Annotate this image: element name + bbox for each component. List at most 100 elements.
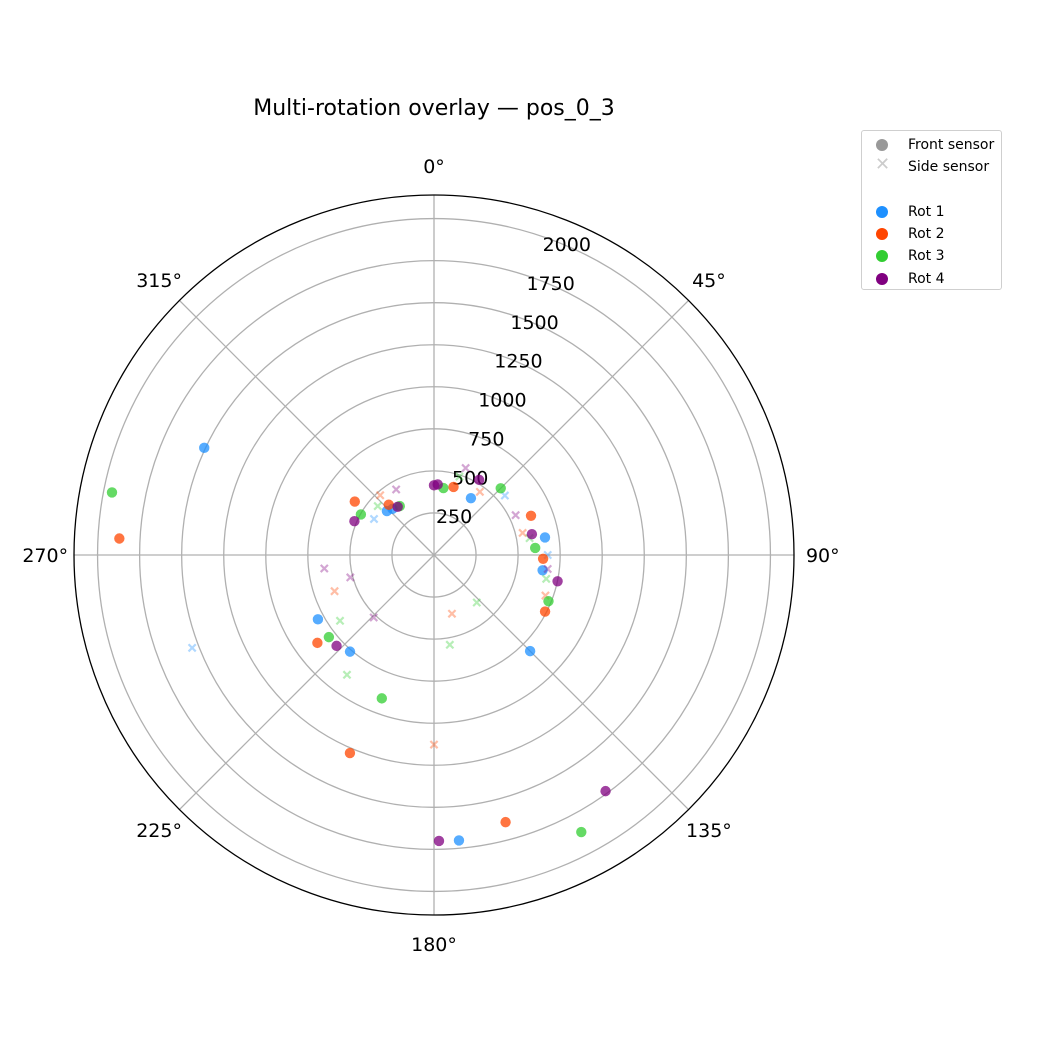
legend-item-rot-4: Rot 4 bbox=[862, 269, 945, 289]
x-marker-icon: ✕ bbox=[875, 154, 891, 175]
data-points bbox=[106, 442, 611, 847]
circle-marker-icon bbox=[876, 250, 888, 262]
front-sensor-point-rot-4 bbox=[600, 785, 611, 797]
legend-item-rot-3: Rot 3 bbox=[862, 246, 945, 266]
circle-marker-icon bbox=[876, 228, 888, 240]
r-tick-label: 1500 bbox=[510, 312, 558, 334]
front-sensor-point-rot-1 bbox=[539, 532, 551, 543]
theta-tick-label: 180° bbox=[411, 934, 457, 956]
side-sensor-point-rot-3 bbox=[335, 616, 345, 626]
circle-marker-icon bbox=[876, 139, 888, 151]
side-sensor-point-rot-3 bbox=[455, 472, 464, 481]
theta-gridline-135 bbox=[433, 554, 690, 811]
legend-label: Rot 4 bbox=[908, 271, 945, 287]
r-tick-label: 2000 bbox=[543, 234, 591, 256]
legend-item-rot-2: Rot 2 bbox=[862, 224, 945, 244]
side-sensor-point-rot-2 bbox=[429, 740, 439, 749]
front-sensor-point-rot-1 bbox=[344, 646, 356, 657]
front-sensor-point-rot-2 bbox=[312, 637, 323, 649]
front-sensor-point-rot-3 bbox=[355, 509, 367, 520]
legend-label: Side sensor bbox=[908, 159, 990, 175]
chart-title: Multi-rotation overlay — pos_0_3 bbox=[253, 96, 615, 121]
front-sensor-point-rot-4 bbox=[473, 474, 485, 486]
front-sensor-point-rot-1 bbox=[453, 835, 465, 846]
r-tick-label: 750 bbox=[468, 428, 504, 450]
front-sensor-point-rot-2 bbox=[525, 510, 537, 522]
polar-grid bbox=[73, 194, 795, 916]
legend-label: Front sensor bbox=[908, 137, 995, 153]
theta-tick-label: 315° bbox=[136, 270, 182, 292]
front-sensor-point-rot-4 bbox=[349, 516, 360, 527]
side-sensor-point-rot-4 bbox=[543, 564, 553, 574]
theta-tick-label: 0° bbox=[423, 156, 445, 178]
front-sensor-point-rot-1 bbox=[312, 614, 324, 625]
front-sensor-point-rot-2 bbox=[500, 816, 511, 828]
front-sensor-point-rot-2 bbox=[539, 606, 551, 617]
front-sensor-point-rot-3 bbox=[376, 693, 388, 704]
legend: Front sensor ✕ Side sensor Rot 1 Rot 2 R… bbox=[861, 130, 1002, 290]
front-sensor-point-rot-2 bbox=[349, 496, 360, 507]
side-sensor-point-rot-3 bbox=[342, 670, 352, 680]
front-sensor-point-rot-2 bbox=[448, 481, 459, 493]
legend-item-rot-1: Rot 1 bbox=[862, 202, 945, 222]
front-sensor-point-rot-4 bbox=[392, 501, 403, 512]
theta-tick-label: 45° bbox=[692, 270, 726, 292]
side-sensor-point-rot-4 bbox=[511, 510, 521, 520]
side-sensor-point-rot-4 bbox=[391, 485, 401, 494]
theta-tick-label: 135° bbox=[686, 820, 732, 842]
theta-tick-label: 270° bbox=[22, 545, 68, 567]
side-sensor-point-rot-4 bbox=[369, 613, 379, 622]
front-sensor-point-rot-4 bbox=[552, 576, 563, 587]
legend-item-front-sensor: Front sensor bbox=[862, 135, 994, 155]
legend-label: Rot 3 bbox=[908, 248, 945, 264]
theta-gridline-225 bbox=[178, 554, 435, 811]
side-sensor-point-rot-3 bbox=[541, 574, 551, 584]
front-sensor-point-rot-2 bbox=[537, 553, 549, 565]
r-tick-label: 250 bbox=[436, 506, 472, 528]
front-sensor-point-rot-1 bbox=[199, 442, 210, 454]
front-sensor-point-rot-3 bbox=[495, 483, 506, 494]
front-sensor-point-rot-3 bbox=[323, 631, 335, 643]
side-sensor-point-rot-2 bbox=[518, 528, 528, 538]
side-sensor-point-rot-2 bbox=[447, 609, 457, 619]
r-tick-label: 1750 bbox=[526, 273, 574, 295]
front-sensor-point-rot-3 bbox=[529, 542, 541, 554]
side-sensor-point-rot-3 bbox=[373, 501, 383, 511]
front-sensor-point-rot-4 bbox=[331, 640, 342, 652]
front-sensor-point-rot-1 bbox=[524, 645, 536, 657]
theta-tick-labels: 0° 45° 90° 135° 180° 225° 270° 315° bbox=[22, 156, 839, 956]
theta-gridline-45 bbox=[433, 299, 690, 556]
front-sensor-point-rot-3 bbox=[106, 487, 118, 498]
side-sensor-point-rot-2 bbox=[375, 490, 385, 500]
front-sensor-point-rot-4 bbox=[433, 835, 445, 847]
side-sensor-point-rot-3 bbox=[445, 640, 455, 650]
front-sensor-point-rot-2 bbox=[383, 499, 394, 510]
legend-label: Rot 1 bbox=[908, 204, 945, 220]
front-sensor-point-rot-4 bbox=[526, 528, 538, 540]
legend-label: Rot 2 bbox=[908, 226, 945, 242]
theta-tick-label: 225° bbox=[136, 820, 182, 842]
theta-gridline-315 bbox=[178, 299, 435, 556]
legend-item-side-sensor: ✕ Side sensor bbox=[862, 154, 990, 177]
front-sensor-point-rot-4 bbox=[432, 479, 443, 490]
front-sensor-point-rot-2 bbox=[114, 533, 125, 544]
side-sensor-point-rot-1 bbox=[187, 643, 197, 653]
polar-frame bbox=[73, 194, 795, 916]
circle-marker-icon bbox=[876, 273, 888, 285]
side-sensor-point-rot-3 bbox=[472, 598, 482, 607]
front-sensor-point-rot-2 bbox=[344, 747, 356, 759]
side-sensor-point-rot-1 bbox=[369, 514, 379, 524]
side-sensor-point-rot-4 bbox=[461, 463, 471, 473]
front-sensor-point-rot-3 bbox=[576, 826, 587, 838]
front-sensor-point-rot-1 bbox=[465, 492, 477, 504]
side-sensor-point-rot-4 bbox=[345, 573, 355, 582]
front-sensor-point-rot-1 bbox=[537, 565, 548, 576]
front-sensor-point-rot-3 bbox=[543, 596, 554, 607]
side-sensor-point-rot-2 bbox=[330, 586, 339, 596]
side-sensor-point-rot-2 bbox=[475, 487, 485, 497]
circle-marker-icon bbox=[876, 206, 888, 218]
r-tick-label: 1000 bbox=[478, 390, 526, 412]
theta-tick-label: 90° bbox=[806, 545, 840, 567]
